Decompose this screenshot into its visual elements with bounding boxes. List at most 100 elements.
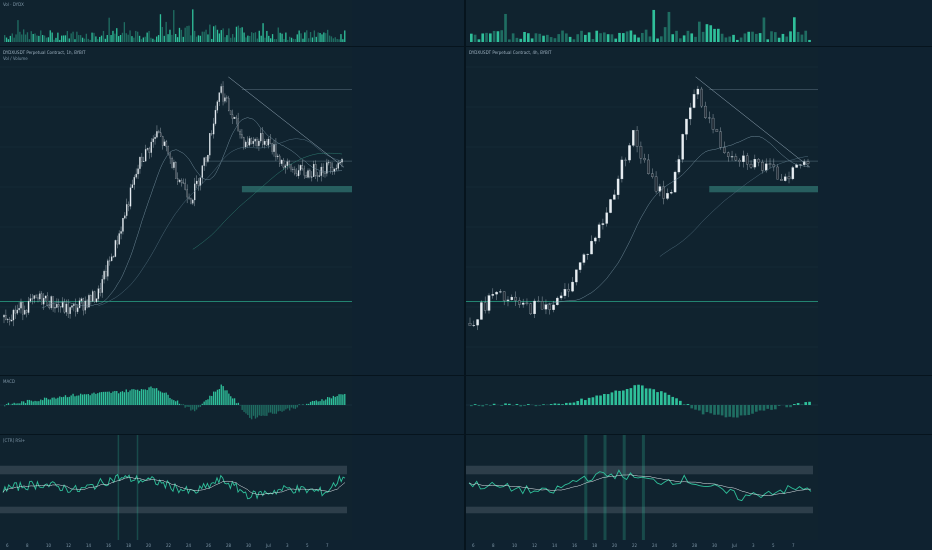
time-axis-tick: 14: [552, 543, 558, 548]
volume-bar: [167, 34, 169, 42]
candle: [41, 293, 43, 305]
candle: [753, 159, 757, 168]
macd-bar: [83, 394, 86, 405]
volume-bar: [591, 39, 595, 42]
volume-bar: [169, 29, 171, 42]
volume-bar: [508, 39, 511, 42]
candle: [86, 300, 88, 308]
candle: [229, 110, 232, 115]
time-axis-tick: 5: [772, 543, 775, 548]
macd-bar: [477, 405, 481, 407]
volume-bar: [481, 33, 485, 42]
candle: [177, 178, 179, 182]
volume-bar: [11, 33, 13, 42]
candle: [749, 164, 753, 168]
macd-bar: [717, 405, 720, 415]
volume-bar: [523, 31, 526, 42]
candle: [80, 298, 83, 301]
left-price-plot[interactable]: [0, 47, 352, 375]
macd-bar: [245, 405, 247, 414]
macd-bar: [15, 403, 17, 405]
candle: [472, 325, 476, 326]
candle: [761, 162, 764, 171]
volume-bar: [489, 33, 492, 42]
candle: [114, 240, 117, 257]
left-price-pane[interactable]: DYDXUSDT Perpetual Contract, 1h, BYBIT V…: [0, 47, 352, 375]
candle: [673, 171, 677, 193]
candle: [328, 162, 330, 164]
volume-bar: [197, 35, 200, 42]
candle: [628, 145, 631, 161]
macd-bar: [7, 402, 10, 405]
candle: [320, 166, 322, 176]
candle: [730, 156, 734, 158]
macd-bar: [30, 400, 32, 405]
candle: [278, 155, 281, 164]
macd-bar: [233, 398, 236, 405]
candle: [265, 141, 268, 146]
right-price-pane[interactable]: DYDXUSDT Perpetual Contract, 4h, BYBIT: [466, 47, 818, 375]
macd-bar: [152, 388, 154, 405]
macd-bar: [777, 405, 781, 406]
candle: [205, 157, 207, 162]
volume-bar: [68, 38, 70, 42]
volume-bar: [93, 32, 95, 42]
candle: [24, 310, 26, 315]
moving-average-line: [659, 156, 809, 257]
macd-bar: [538, 405, 542, 406]
volume-bar: [95, 36, 97, 42]
candle: [468, 323, 472, 326]
moving-average-line: [98, 138, 343, 306]
candle: [337, 163, 339, 169]
macd-bar: [138, 390, 141, 405]
macd-bar: [262, 405, 264, 416]
time-axis-tick: 6: [472, 543, 475, 548]
volume-bar: [682, 35, 686, 42]
macd-bar: [572, 402, 576, 405]
volume-bar: [49, 30, 51, 42]
volume-bar: [614, 38, 618, 42]
candle: [745, 155, 749, 165]
macd-bar: [66, 397, 69, 405]
volume-bar: [129, 30, 131, 42]
volume-bar: [311, 37, 314, 42]
candle: [110, 256, 113, 262]
volume-bar: [24, 34, 27, 42]
macd-bar: [470, 405, 473, 407]
right-price-plot[interactable]: [466, 47, 818, 375]
time-axis-tick: 14: [86, 543, 92, 548]
macd-bar: [106, 391, 108, 405]
time-axis-tick: 7: [792, 543, 795, 548]
volume-bar: [720, 33, 724, 42]
volume-bar: [793, 17, 796, 42]
candle: [643, 158, 646, 161]
volume-bar: [724, 37, 728, 42]
candle: [233, 117, 236, 119]
volume-bar: [125, 33, 127, 42]
candle: [39, 293, 41, 300]
macd-bar: [648, 388, 652, 405]
candle: [95, 298, 98, 302]
macd-bar: [283, 405, 285, 411]
volume-bar: [292, 38, 295, 42]
macd-bar: [315, 400, 317, 405]
volume-bar: [277, 27, 279, 42]
macd-bar: [70, 395, 72, 405]
candle: [309, 170, 311, 178]
candle: [548, 304, 552, 310]
macd-bar: [481, 405, 485, 407]
macd-bar: [157, 390, 160, 405]
volume-bar: [270, 38, 272, 42]
candle: [61, 301, 64, 308]
volume-bar: [705, 24, 709, 42]
macd-bar: [256, 405, 259, 418]
candle: [10, 319, 13, 322]
macd-bar: [292, 405, 295, 409]
volume-bar: [743, 33, 747, 42]
macd-bar: [232, 398, 234, 405]
candle: [84, 300, 86, 311]
macd-bar: [565, 402, 568, 405]
candle: [184, 182, 186, 190]
candle: [214, 110, 217, 124]
macd-bar: [489, 405, 492, 406]
